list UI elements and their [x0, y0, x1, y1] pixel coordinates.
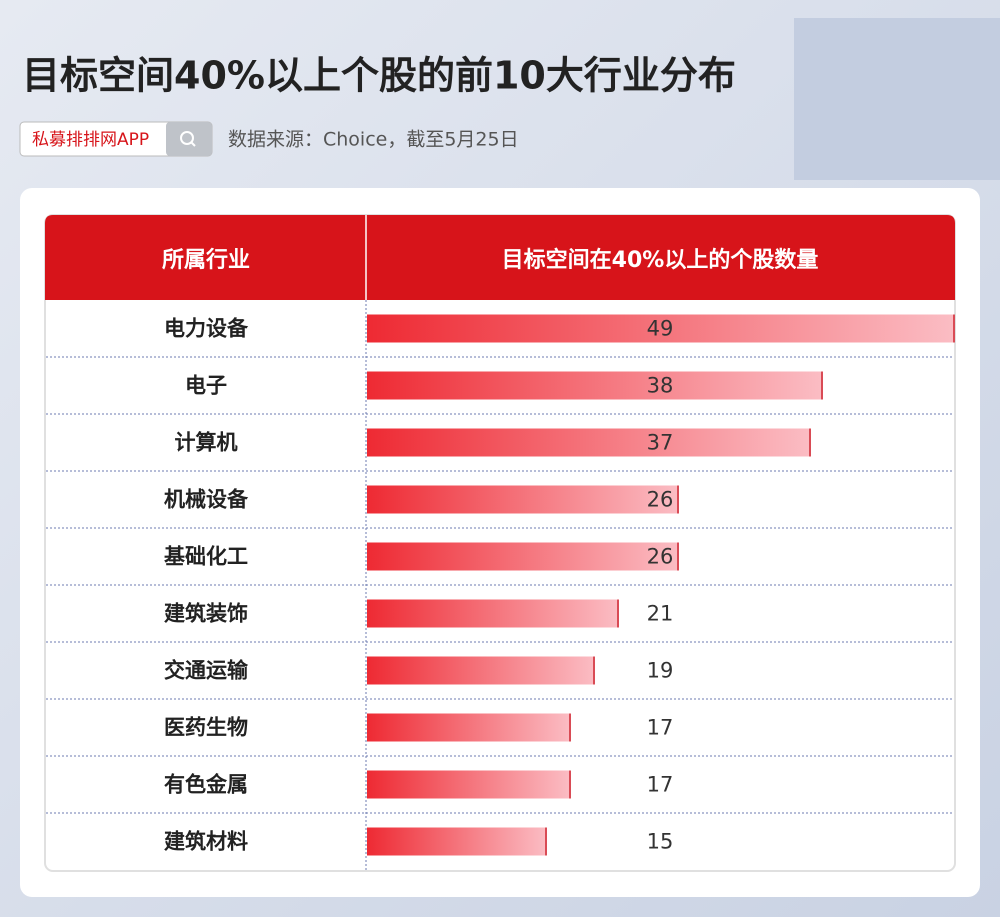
category-label: 计算机: [175, 431, 238, 455]
bar: [367, 599, 619, 628]
bar: [367, 656, 595, 685]
table-header: [45, 215, 955, 300]
bar: [367, 428, 811, 457]
category-label: 交通运输: [164, 659, 249, 683]
category-label: 电力设备: [164, 317, 249, 341]
category-label: 电子: [185, 374, 227, 398]
bar: [367, 770, 571, 799]
chart-title: 目标空间40%以上个股的前10大行业分布: [22, 54, 736, 98]
value-label: 26: [647, 545, 674, 569]
category-label: 机械设备: [164, 488, 249, 512]
column-header: 目标空间在40%以上的个股数量: [502, 247, 819, 273]
search-button[interactable]: [166, 122, 212, 156]
value-label: 17: [647, 773, 674, 797]
search-icon: [190, 141, 196, 147]
category-label: 医药生物: [164, 716, 248, 740]
category-label: 基础化工: [164, 545, 248, 569]
category-label: 建筑材料: [164, 830, 248, 854]
column-header: 所属行业: [162, 247, 250, 273]
corner-panel: [794, 18, 1000, 180]
bar: [367, 314, 955, 343]
value-label: 19: [647, 659, 674, 683]
badge-text: 私募排排网APP: [32, 130, 149, 150]
bar: [367, 371, 823, 400]
value-label: 15: [647, 830, 674, 854]
source: 数据来源：Choice，截至5月25日: [228, 129, 519, 151]
category-label: 建筑装饰: [164, 602, 248, 626]
bar: [367, 542, 679, 571]
bar: [367, 827, 547, 856]
value-label: 49: [647, 317, 674, 341]
bar: [367, 485, 679, 514]
bar: [367, 713, 571, 742]
value-label: 21: [647, 602, 674, 626]
value-label: 38: [647, 374, 674, 398]
value-label: 26: [647, 488, 674, 512]
search-icon: [180, 131, 194, 145]
value-label: 17: [647, 716, 674, 740]
category-label: 有色金属: [164, 773, 248, 797]
value-label: 37: [647, 431, 674, 455]
